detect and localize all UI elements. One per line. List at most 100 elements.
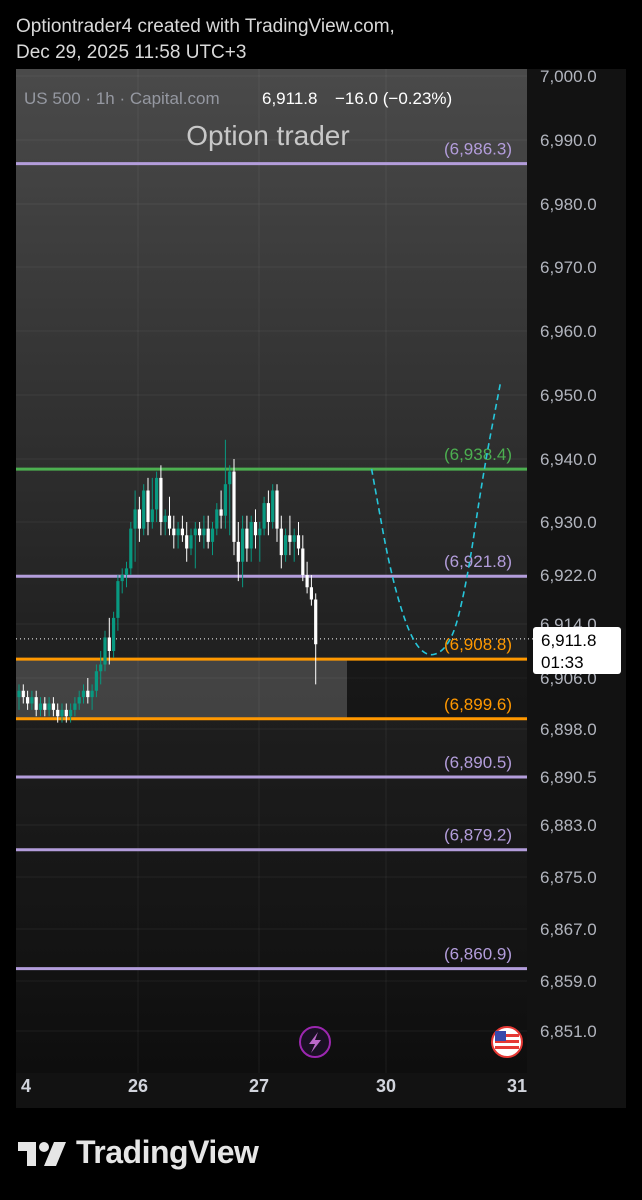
level-label: (6,860.9) <box>444 945 512 964</box>
tradingview-logo-icon <box>18 1141 66 1166</box>
projection-path <box>370 382 502 656</box>
candle-body <box>124 568 129 575</box>
price-tick-label: 6,922.0 <box>540 566 597 585</box>
candle-body <box>17 690 21 698</box>
candle-body <box>146 490 150 522</box>
range-zone <box>16 659 347 719</box>
candle-body <box>155 477 159 510</box>
candle-body <box>198 528 202 536</box>
candle-body <box>245 528 249 549</box>
candle-body <box>69 709 73 717</box>
plot-background <box>16 69 527 1073</box>
candle-body <box>262 503 266 529</box>
candle-body <box>112 617 116 651</box>
brand-name: TradingView <box>76 1134 259 1170</box>
candle-body <box>258 528 262 536</box>
candle-body <box>275 490 279 529</box>
candle-body <box>94 671 98 691</box>
timestamp-line: Dec 29, 2025 11:58 UTC+3 <box>16 42 247 63</box>
candle-body <box>296 535 301 549</box>
candle-body <box>38 703 43 710</box>
candle-body <box>180 528 184 536</box>
candle-body <box>150 509 154 522</box>
level-label: (6,938.4) <box>444 445 512 464</box>
candle-body <box>301 548 305 575</box>
candle-body <box>210 528 215 542</box>
date-tick-label: 4 <box>21 1076 31 1096</box>
candle-body <box>120 575 124 582</box>
candle-body <box>279 528 283 556</box>
candle-body <box>223 484 227 516</box>
candle-body <box>215 509 219 529</box>
level-label: (6,890.5) <box>444 753 512 772</box>
candle-body <box>47 703 51 710</box>
candle-body <box>271 490 275 522</box>
candle-body <box>241 528 245 562</box>
price-tick-label: 6,940.0 <box>540 450 597 469</box>
candle-body <box>129 528 133 569</box>
candle-body <box>77 697 81 704</box>
us-flag-icon[interactable] <box>491 1026 523 1058</box>
date-tick-label: 27 <box>249 1076 269 1096</box>
price-tick-label: 6,970.0 <box>540 258 597 277</box>
level-label: (6,986.3) <box>444 140 512 159</box>
last-price: 6,911.8 <box>262 89 317 108</box>
current-price-value: 6,911.8 <box>541 631 596 650</box>
candle-body <box>21 690 25 698</box>
candle-body <box>249 522 253 549</box>
current-price-label: 6,911.8 01:33 <box>533 627 621 674</box>
candle-body <box>142 490 146 529</box>
price-tick-label: 6,930.0 <box>540 513 597 532</box>
price-change: −16.0 (−0.23%) <box>335 89 452 108</box>
candle-body <box>43 703 47 710</box>
level-label: (6,879.2) <box>444 826 512 845</box>
candle-body <box>86 690 90 698</box>
price-tick-label: 6,960.0 <box>540 322 597 341</box>
tradingview-logo: TradingView <box>18 1134 259 1171</box>
candle-body <box>185 535 189 549</box>
candle-body <box>73 703 77 710</box>
candle-body <box>34 697 38 710</box>
price-tick-label: 6,875.0 <box>540 868 597 887</box>
lightning-icon[interactable] <box>299 1026 331 1058</box>
candle-body <box>219 509 223 516</box>
price-tick-label: 6,867.0 <box>540 920 597 939</box>
candle-body <box>26 697 30 704</box>
price-tick-label: 6,980.0 <box>540 195 597 214</box>
candle-body <box>133 509 137 529</box>
date-tick-label: 30 <box>376 1076 396 1096</box>
candle-body <box>116 581 120 618</box>
price-axis-background <box>527 69 626 1073</box>
level-label: (6,899.6) <box>444 695 512 714</box>
candle-body <box>305 575 309 588</box>
candle-body <box>206 528 210 542</box>
candle-body <box>228 471 232 485</box>
candle-body <box>99 664 103 672</box>
price-tick-label: 6,859.0 <box>540 972 597 991</box>
candle-body <box>64 709 68 717</box>
date-tick-label: 31 <box>507 1076 527 1096</box>
candle-body <box>172 528 176 536</box>
candle-body <box>137 509 141 529</box>
candle-body <box>167 515 172 529</box>
candle-body <box>202 528 206 536</box>
candle-body <box>163 515 167 522</box>
price-tick-label: 7,000.0 <box>540 67 597 86</box>
countdown-timer: 01:33 <box>541 653 584 672</box>
candle-body <box>232 471 236 542</box>
price-tick-label: 6,883.0 <box>540 816 597 835</box>
candle-body <box>107 637 111 651</box>
candle-body <box>314 599 318 645</box>
candle-body <box>284 535 288 556</box>
candle-body <box>159 477 163 522</box>
candle-body <box>30 697 34 704</box>
price-tick-label: 6,898.0 <box>540 720 597 739</box>
candle-body <box>51 703 55 710</box>
chart-title: Option trader <box>186 120 349 151</box>
level-label: (6,921.8) <box>444 552 512 571</box>
candle-body <box>189 535 193 549</box>
credit-line: Optiontrader4 created with TradingView.c… <box>16 16 395 37</box>
candle-body <box>309 587 313 600</box>
candle-body <box>56 709 60 717</box>
